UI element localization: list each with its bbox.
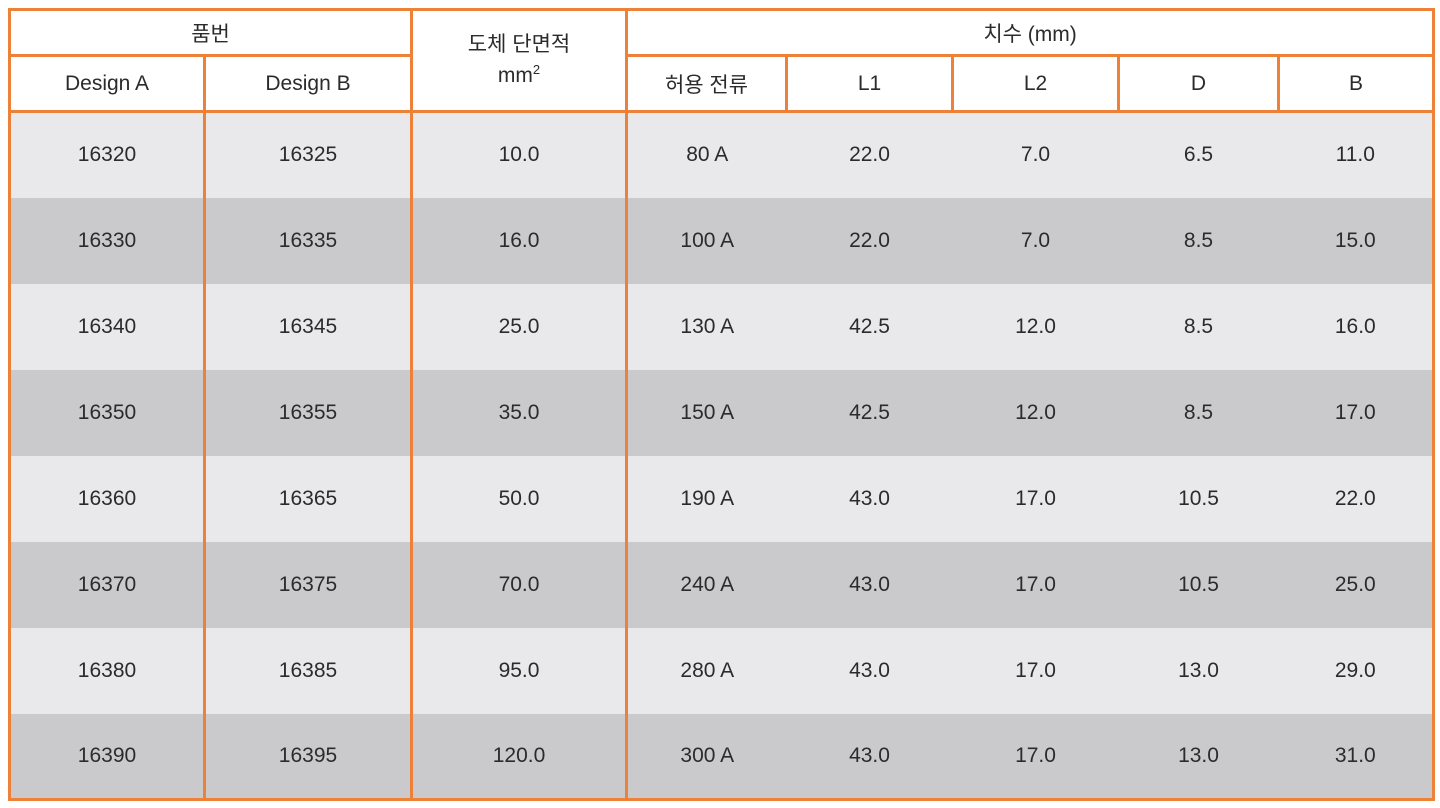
header-conductor-area-unit: mm — [497, 63, 533, 87]
table-cell: 22.0 — [1278, 455, 1434, 542]
table-cell: 7.0 — [952, 111, 1119, 198]
table-cell: 17.0 — [952, 713, 1119, 800]
table-cell: 22.0 — [786, 111, 953, 198]
table-cell: 13.0 — [1118, 627, 1279, 714]
table-cell: 12.0 — [952, 283, 1119, 370]
table-cell: 17.0 — [952, 455, 1119, 542]
table-row: 16360 16365 50.0 190 A 43.0 17.0 10.5 22.0 — [9, 455, 1434, 542]
table-cell: 11.0 — [1278, 111, 1434, 198]
table-cell: 43.0 — [786, 541, 953, 628]
table-cell: 42.5 — [786, 283, 953, 370]
table-cell: 43.0 — [786, 713, 953, 800]
table-cell: 100 A — [626, 197, 787, 284]
table-row: 16370 16375 70.0 240 A 43.0 17.0 10.5 25.0 — [9, 541, 1434, 628]
table-cell: 190 A — [626, 455, 787, 542]
header-group-row: 품번 도체 단면적 mm2 치수 (mm) — [9, 9, 1434, 113]
header-l1: L1 — [786, 55, 955, 113]
table-header: 품번 도체 단면적 mm2 치수 (mm) Design A Design B … — [9, 9, 1434, 113]
table-cell: 17.0 — [1278, 369, 1434, 456]
table-cell: 300 A — [626, 713, 787, 800]
table-cell: 10.5 — [1118, 541, 1279, 628]
table-cell: 42.5 — [786, 369, 953, 456]
table-cell: 13.0 — [1118, 713, 1279, 800]
table-cell: 17.0 — [952, 627, 1119, 714]
table-cell: 16390 — [9, 713, 206, 800]
table-cell: 16345 — [204, 283, 414, 370]
table-cell: 50.0 — [411, 455, 629, 542]
table-cell: 16350 — [9, 369, 206, 456]
table-cell: 16330 — [9, 197, 206, 284]
table-row: 16390 16395 120.0 300 A 43.0 17.0 13.0 31.0 — [9, 713, 1434, 800]
header-design-b: Design B — [204, 55, 414, 113]
table-cell: 22.0 — [786, 197, 953, 284]
table-row: 16340 16345 25.0 130 A 42.5 12.0 8.5 16.0 — [9, 283, 1434, 370]
table-row: 16320 16325 10.0 80 A 22.0 7.0 6.5 11.0 — [9, 111, 1434, 198]
table-cell: 70.0 — [411, 541, 629, 628]
header-d: D — [1118, 55, 1281, 113]
table-cell: 12.0 — [952, 369, 1119, 456]
table-cell: 16.0 — [1278, 283, 1434, 370]
table-cell: 95.0 — [411, 627, 629, 714]
table-row: 16350 16355 35.0 150 A 42.5 12.0 8.5 17.0 — [9, 369, 1434, 456]
table-cell: 31.0 — [1278, 713, 1434, 800]
header-l2: L2 — [952, 55, 1121, 113]
table-cell: 17.0 — [952, 541, 1119, 628]
header-part-number: 품번 — [9, 9, 414, 57]
table-cell: 15.0 — [1278, 197, 1434, 284]
table-cell: 16325 — [204, 111, 414, 198]
table-cell: 25.0 — [1278, 541, 1434, 628]
table-row: 16380 16385 95.0 280 A 43.0 17.0 13.0 29.0 — [9, 627, 1434, 714]
table-cell: 80 A — [626, 111, 787, 198]
table-cell: 16375 — [204, 541, 414, 628]
header-dimensions: 치수 (mm) — [626, 9, 1434, 57]
table-cell: 29.0 — [1278, 627, 1434, 714]
table-cell: 8.5 — [1118, 283, 1279, 370]
table-cell: 280 A — [626, 627, 787, 714]
table-cell: 8.5 — [1118, 369, 1279, 456]
spec-table: 품번 도체 단면적 mm2 치수 (mm) Design A Design B … — [8, 8, 1436, 801]
table-cell: 43.0 — [786, 627, 953, 714]
table-cell: 150 A — [626, 369, 787, 456]
header-allowable-current: 허용 전류 — [626, 55, 789, 113]
table-cell: 25.0 — [411, 283, 629, 370]
table-cell: 120.0 — [411, 713, 629, 800]
header-design-a: Design A — [9, 55, 206, 113]
table-cell: 6.5 — [1118, 111, 1279, 198]
header-b: B — [1278, 55, 1434, 113]
table-cell: 16340 — [9, 283, 206, 370]
table-cell: 16335 — [204, 197, 414, 284]
table-cell: 130 A — [626, 283, 787, 370]
table-cell: 10.0 — [411, 111, 629, 198]
table-body: 16320 16325 10.0 80 A 22.0 7.0 6.5 11.0 16330 163… — [9, 111, 1434, 800]
table-cell: 7.0 — [952, 197, 1119, 284]
table-cell: 8.5 — [1118, 197, 1279, 284]
table-cell: 16380 — [9, 627, 206, 714]
table-cell: 16385 — [204, 627, 414, 714]
header-conductor-area-title: 도체 단면적 — [467, 33, 571, 57]
table-cell: 16370 — [9, 541, 206, 628]
table-cell: 16365 — [204, 455, 414, 542]
table-cell: 16395 — [204, 713, 414, 800]
table-cell: 240 A — [626, 541, 787, 628]
table-cell: 16320 — [9, 111, 206, 198]
table-cell: 43.0 — [786, 455, 953, 542]
header-conductor-area-superscript: 2 — [532, 61, 541, 77]
table-cell: 16.0 — [411, 197, 629, 284]
header-sub-row: Design A Design B 허용 전류 L1 L2 D B — [9, 55, 1434, 113]
header-conductor-area: 도체 단면적 mm2 — [411, 9, 629, 113]
table-cell: 35.0 — [411, 369, 629, 456]
table-row: 16330 16335 16.0 100 A 22.0 7.0 8.5 15.0 — [9, 197, 1434, 284]
table-cell: 16355 — [204, 369, 414, 456]
table-cell: 10.5 — [1118, 455, 1279, 542]
table-cell: 16360 — [9, 455, 206, 542]
